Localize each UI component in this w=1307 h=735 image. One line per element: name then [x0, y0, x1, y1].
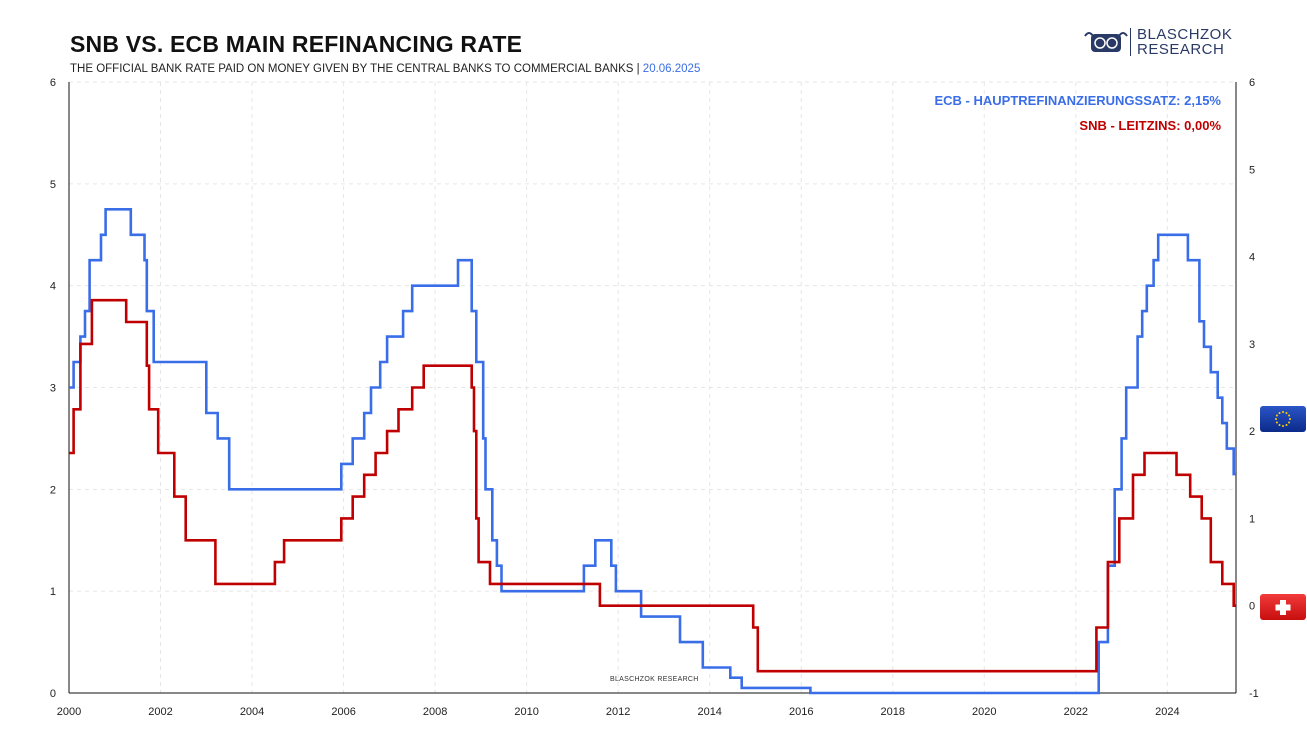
- logo-line2: RESEARCH: [1137, 41, 1225, 58]
- crest-icon: [1084, 32, 1128, 52]
- x-tick-label: 2022: [1064, 706, 1088, 718]
- left-tick-label: 0: [50, 688, 56, 700]
- subtitle-date: 20.06.2025: [642, 63, 701, 75]
- star-icon: [1275, 414, 1278, 417]
- left-tick-label: 5: [50, 179, 56, 191]
- x-tick-label: 2006: [331, 706, 355, 718]
- x-tick-label: 2004: [240, 706, 264, 718]
- series-layer: [69, 208, 1236, 695]
- star-icon: [1275, 418, 1277, 420]
- grid: [69, 81, 1236, 693]
- right-tick-label: 2: [1249, 426, 1255, 438]
- right-tick-label: 6: [1249, 77, 1255, 89]
- axes: 2000 2002 2004 2006 2008 2010 2012 2014 2016 2018…: [50, 77, 1259, 718]
- right-tick-label: 0: [1249, 601, 1255, 613]
- star-icon: [1275, 421, 1278, 424]
- star-icon: [1288, 414, 1291, 417]
- star-icon: [1278, 411, 1281, 414]
- legend-snb: SNB - LEITZINS: 0,00%: [1079, 118, 1221, 133]
- right-tick-label: -1: [1249, 688, 1259, 700]
- star-icon: [1285, 411, 1288, 414]
- star-icon: [1282, 411, 1284, 413]
- star-icon: [1278, 424, 1281, 427]
- x-tick-label: 2020: [972, 706, 996, 718]
- left-tick-label: 4: [50, 281, 56, 293]
- logo-wordmark: BLASCHZOK RESEARCH: [1137, 27, 1232, 57]
- x-tick-label: 2016: [789, 706, 813, 718]
- chart-title: SNB VS. ECB MAIN REFINANCING RATE: [70, 31, 523, 57]
- right-tick-label: 3: [1249, 339, 1255, 351]
- left-tick-label: 3: [50, 383, 56, 395]
- logo-divider: [1130, 28, 1131, 56]
- series-line-snb: [69, 298, 1236, 673]
- star-icon: [1285, 424, 1288, 427]
- left-tick-label: 1: [50, 586, 56, 598]
- x-tick-label: 2018: [881, 706, 905, 718]
- eu-flag-icon: [1260, 406, 1306, 432]
- left-tick-label: 2: [50, 484, 56, 496]
- x-tick-label: 2012: [606, 706, 630, 718]
- left-tick-label: 6: [50, 77, 56, 89]
- x-tick-label: 2024: [1155, 706, 1179, 718]
- legend-ecb: ECB - HAUPTREFINANZIERUNGSSATZ: 2,15%: [934, 93, 1221, 108]
- x-tick-label: 2002: [148, 706, 172, 718]
- right-tick-label: 4: [1249, 252, 1255, 264]
- blaschzok-research-logo: BLASCHZOK RESEARCH: [1083, 26, 1243, 60]
- star-icon: [1289, 418, 1291, 420]
- watermark: BLASCHZOK RESEARCH: [610, 676, 699, 683]
- x-tick-label: 2008: [423, 706, 447, 718]
- right-tick-label: 1: [1249, 513, 1255, 525]
- series-line-ecb: [69, 208, 1236, 695]
- right-tick-label: 5: [1249, 164, 1255, 176]
- chart-subtitle: THE OFFICIAL BANK RATE PAID ON MONEY GIV…: [70, 63, 700, 75]
- x-tick-label: 2014: [697, 706, 721, 718]
- x-tick-label: 2010: [514, 706, 538, 718]
- star-icon: [1288, 421, 1291, 424]
- x-tick-label: 2000: [57, 706, 81, 718]
- subtitle-text: THE OFFICIAL BANK RATE PAID ON MONEY GIV…: [70, 63, 640, 75]
- logo-line1: BLASCHZOK: [1137, 26, 1233, 43]
- star-icon: [1282, 425, 1284, 427]
- swiss-flag-icon: [1260, 594, 1306, 620]
